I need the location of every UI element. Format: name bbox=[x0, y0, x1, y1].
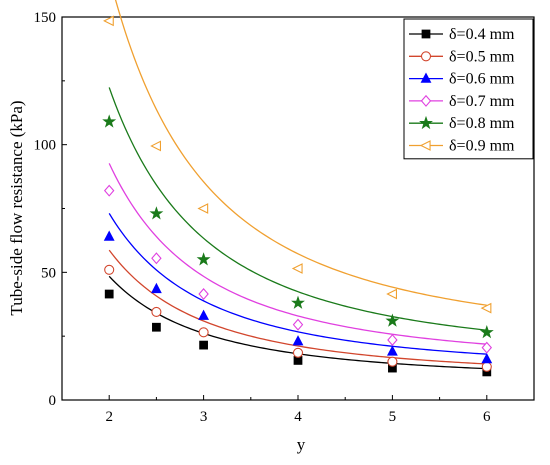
legend-box bbox=[403, 18, 534, 160]
data-point bbox=[151, 252, 162, 265]
data-point bbox=[420, 72, 432, 83]
fit-curve bbox=[108, 213, 487, 355]
data-point bbox=[198, 309, 210, 320]
data-point bbox=[291, 295, 305, 309]
data-point bbox=[387, 333, 398, 347]
data-point bbox=[292, 347, 304, 358]
data-point bbox=[420, 94, 432, 107]
y-tick-label: 50 bbox=[41, 265, 56, 281]
legend-label: δ=0.9 mm bbox=[449, 138, 515, 155]
data-point bbox=[421, 29, 431, 39]
data-point bbox=[292, 335, 304, 346]
legend-label: δ=0.8 mm bbox=[449, 115, 515, 132]
legend-label: δ=0.5 mm bbox=[449, 48, 515, 65]
data-point bbox=[103, 184, 115, 197]
data-point bbox=[104, 289, 114, 299]
data-point bbox=[386, 345, 398, 356]
x-tick-label: 3 bbox=[200, 409, 208, 425]
data-point bbox=[419, 115, 433, 130]
data-point bbox=[481, 353, 493, 364]
data-points bbox=[102, 15, 494, 377]
fit-curve bbox=[108, 249, 487, 365]
data-point bbox=[103, 230, 115, 241]
data-point bbox=[292, 318, 304, 331]
data-point bbox=[198, 327, 209, 338]
legend-label: δ=0.4 mm bbox=[449, 26, 515, 43]
data-point bbox=[150, 282, 162, 294]
fit-curve bbox=[114, 0, 487, 306]
data-point bbox=[480, 302, 492, 314]
data-point bbox=[199, 340, 208, 350]
x-tick-label: 5 bbox=[389, 409, 397, 425]
data-point bbox=[196, 252, 211, 266]
data-point bbox=[386, 288, 398, 300]
y-tick-label: 100 bbox=[34, 138, 57, 154]
x-tick-label: 2 bbox=[105, 409, 113, 425]
legend-label: δ=0.6 mm bbox=[449, 71, 515, 88]
data-point bbox=[198, 288, 209, 301]
x-tick-label: 4 bbox=[294, 409, 302, 425]
data-point bbox=[419, 140, 431, 151]
data-point bbox=[387, 356, 398, 367]
data-point bbox=[104, 264, 115, 275]
data-point bbox=[291, 263, 303, 274]
data-point bbox=[151, 306, 162, 317]
data-point bbox=[150, 140, 161, 152]
data-point bbox=[152, 322, 161, 332]
axis-ticks: 2 3 4 5 6 0 50 100 150 bbox=[34, 10, 492, 425]
data-point bbox=[479, 325, 494, 339]
data-point bbox=[149, 206, 164, 220]
x-tick-label: 6 bbox=[483, 409, 491, 425]
data-point bbox=[385, 313, 400, 327]
fit-curve bbox=[108, 163, 487, 345]
data-point bbox=[481, 341, 493, 354]
legend-label: δ=0.7 mm bbox=[449, 93, 515, 110]
data-point bbox=[103, 15, 114, 27]
x-axis-title: y bbox=[297, 435, 306, 454]
y-tick-label: 0 bbox=[49, 393, 57, 409]
y-axis-title: Tube-side flow resistance (kPa) bbox=[7, 100, 26, 315]
y-tick-label: 150 bbox=[34, 10, 57, 26]
data-point bbox=[420, 51, 432, 62]
data-point bbox=[481, 361, 492, 372]
data-point bbox=[102, 114, 117, 128]
data-point bbox=[197, 203, 209, 214]
fit-curve bbox=[108, 87, 487, 331]
legend: δ=0.4 mm δ=0.5 mm δ=0.6 mm δ=0.7 mm δ=0.8 mm… bbox=[403, 18, 534, 160]
